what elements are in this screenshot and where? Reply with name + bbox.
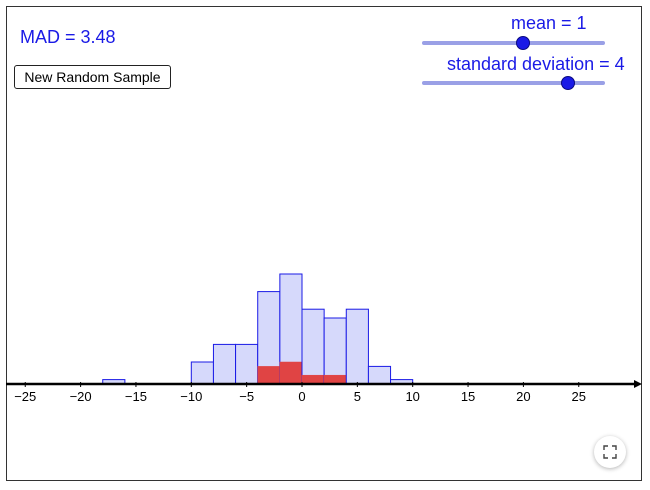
fullscreen-icon — [603, 445, 617, 459]
x-tick-label: 25 — [572, 389, 586, 404]
histogram-bar — [323, 317, 347, 385]
x-tick-label: −10 — [180, 389, 202, 404]
x-tick-label: −15 — [125, 389, 147, 404]
histogram-bar — [345, 308, 369, 385]
highlight-bar — [279, 361, 303, 385]
x-tick-label: 0 — [298, 389, 305, 404]
x-tick-label: 20 — [516, 389, 530, 404]
std-slider-track[interactable] — [422, 81, 605, 85]
histogram-bar — [190, 361, 214, 385]
std-slider-knob[interactable] — [561, 76, 576, 90]
x-axis-arrow — [634, 380, 642, 388]
std-label: standard deviation = 4 — [447, 54, 625, 74]
histogram-bar — [212, 343, 237, 385]
x-tick-label: −5 — [239, 389, 254, 404]
histogram-bar — [367, 365, 392, 385]
x-tick-label: 5 — [354, 389, 361, 404]
histogram-bar — [301, 308, 325, 385]
x-tick-label: −20 — [70, 389, 92, 404]
highlight-bar — [257, 366, 281, 385]
mean-slider-track[interactable] — [422, 41, 605, 45]
fullscreen-button[interactable] — [594, 436, 626, 468]
mad-value: MAD = 3.48 — [20, 27, 116, 47]
highlight-bar — [301, 374, 325, 385]
x-tick-label: 10 — [405, 389, 419, 404]
histogram-bar — [235, 343, 259, 385]
x-tick-label: −25 — [14, 389, 36, 404]
x-tick-label: 15 — [461, 389, 475, 404]
mean-slider-knob[interactable] — [515, 36, 530, 50]
highlight-bar — [323, 374, 347, 385]
mean-label: mean = 1 — [511, 13, 587, 33]
new-random-sample-button[interactable]: New Random Sample — [14, 65, 171, 89]
